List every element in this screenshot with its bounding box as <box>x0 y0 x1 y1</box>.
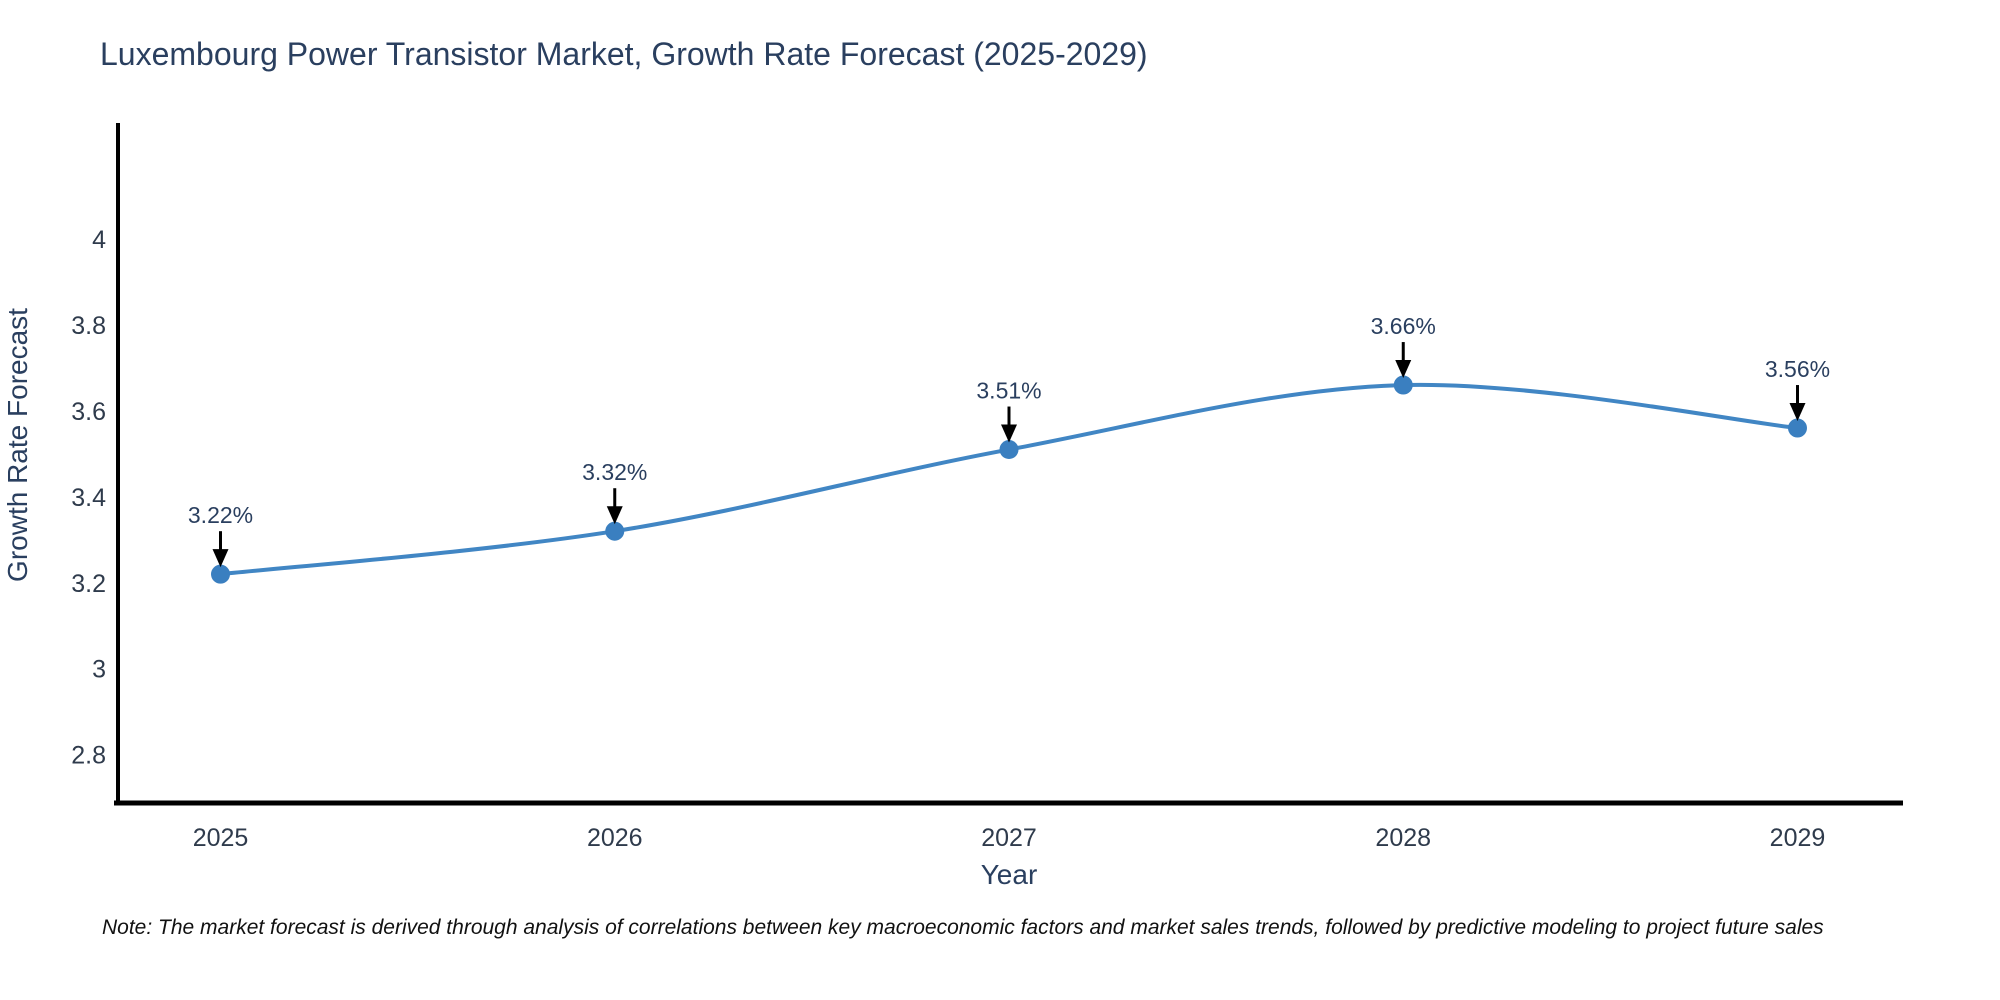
y-tick-label: 3.8 <box>71 312 106 340</box>
y-tick-label: 3 <box>92 656 106 684</box>
annotation-label: 3.22% <box>188 502 253 528</box>
x-tick-label: 2025 <box>193 824 249 852</box>
y-axis-title: Growth Rate Forecast <box>2 308 33 582</box>
y-tick-label: 3.4 <box>71 484 106 512</box>
data-point-marker <box>211 564 231 584</box>
annotation-arrowhead <box>1789 403 1806 422</box>
y-tick-label: 4 <box>92 226 106 254</box>
annotation-arrowhead <box>606 506 623 525</box>
data-point-marker <box>605 521 625 541</box>
annotation-label: 3.51% <box>976 378 1041 404</box>
annotation-arrowhead <box>212 549 229 568</box>
x-axis-title: Year <box>981 859 1038 890</box>
x-tick-label: 2029 <box>1770 824 1826 852</box>
y-tick-label: 3.6 <box>71 398 106 426</box>
footnote: Note: The market forecast is derived thr… <box>102 916 1824 939</box>
y-tick-label: 3.2 <box>71 570 106 598</box>
annotation-label: 3.32% <box>582 459 647 485</box>
data-point-marker <box>1787 418 1807 438</box>
y-tick-label: 2.8 <box>71 742 106 770</box>
x-tick-label: 2028 <box>1375 824 1431 852</box>
x-tick-label: 2026 <box>587 824 643 852</box>
chart-title: Luxembourg Power Transistor Market, Grow… <box>100 36 1148 72</box>
data-point-marker <box>1393 375 1413 395</box>
annotation-label: 3.56% <box>1765 356 1830 382</box>
annotation-label: 3.66% <box>1371 313 1436 339</box>
x-tick-label: 2027 <box>981 824 1037 852</box>
data-point-marker <box>999 440 1019 460</box>
annotation-arrowhead <box>1001 424 1017 443</box>
annotation-arrowhead <box>1395 360 1412 379</box>
